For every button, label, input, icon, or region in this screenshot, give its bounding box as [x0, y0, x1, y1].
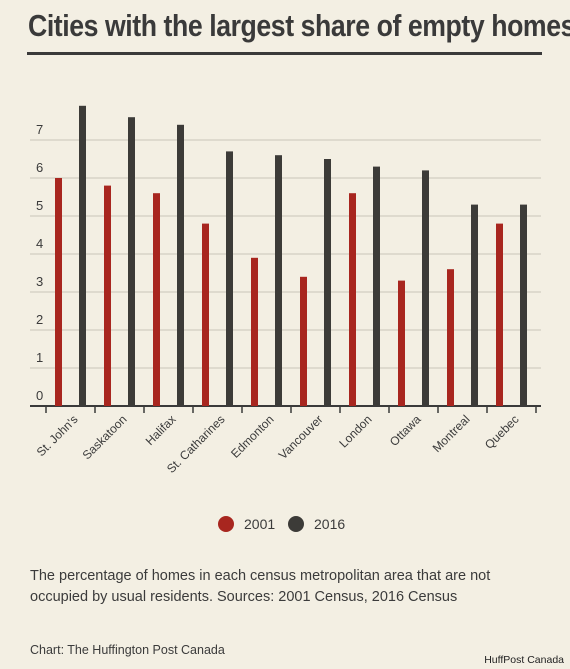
bar-2016 — [128, 117, 135, 406]
bar-2001 — [398, 280, 405, 406]
bar-2001 — [496, 223, 503, 406]
watermark: HuffPost Canada — [484, 654, 564, 666]
x-tick-label: Vancouver — [276, 412, 326, 462]
y-tick-label: 6 — [36, 160, 43, 175]
bar-2001 — [447, 269, 454, 406]
y-tick-label: 0 — [36, 388, 43, 403]
bar-2001 — [104, 185, 111, 406]
bar-2001 — [153, 193, 160, 406]
bar-2016 — [79, 105, 86, 407]
legend-swatch-2001 — [218, 516, 234, 532]
bar-2001 — [55, 178, 62, 406]
bar-2016 — [373, 166, 380, 406]
x-tick-label: Quebec — [482, 412, 522, 452]
title-rule — [27, 52, 542, 55]
bar-2016 — [520, 204, 527, 406]
chart-title: Cities with the largest share of empty h… — [28, 8, 570, 43]
legend-item-2016: 2016 — [288, 516, 345, 532]
bar-2001 — [300, 276, 307, 406]
y-tick-label: 7 — [36, 122, 43, 137]
legend: 2001 2016 — [0, 516, 570, 538]
chart-description: The percentage of homes in each census m… — [30, 568, 491, 605]
x-tick-label: Edmonton — [228, 412, 277, 461]
legend-item-2001: 2001 — [218, 516, 275, 532]
bar-2001 — [349, 193, 356, 406]
y-tick-label: 5 — [36, 198, 43, 213]
bar-2016 — [471, 204, 478, 406]
bar-2001 — [251, 257, 258, 406]
y-tick-label: 1 — [36, 350, 43, 365]
bar-2016 — [422, 170, 429, 406]
x-tick-label: St. John's — [34, 412, 81, 459]
legend-label-2016: 2016 — [314, 516, 346, 532]
legend-swatch-2016 — [288, 516, 304, 532]
bar-2016 — [324, 159, 331, 406]
bar-2016 — [226, 151, 233, 406]
y-tick-label: 3 — [36, 274, 43, 289]
x-tick-label: London — [336, 412, 374, 450]
y-tick-label: 4 — [36, 236, 43, 251]
bar-2016 — [177, 124, 184, 407]
x-tick-label: Montreal — [430, 412, 473, 455]
x-tick-label: Ottawa — [387, 412, 424, 449]
x-tick-label: Halifax — [143, 412, 179, 448]
bar-2001 — [202, 223, 209, 406]
y-tick-label: 2 — [36, 312, 43, 327]
chart-credit: Chart: The Huffington Post Canada — [30, 643, 225, 657]
legend-label-2001: 2001 — [244, 516, 276, 532]
x-tick-label: Saskatoon — [80, 412, 130, 462]
bar-2016 — [275, 155, 282, 406]
